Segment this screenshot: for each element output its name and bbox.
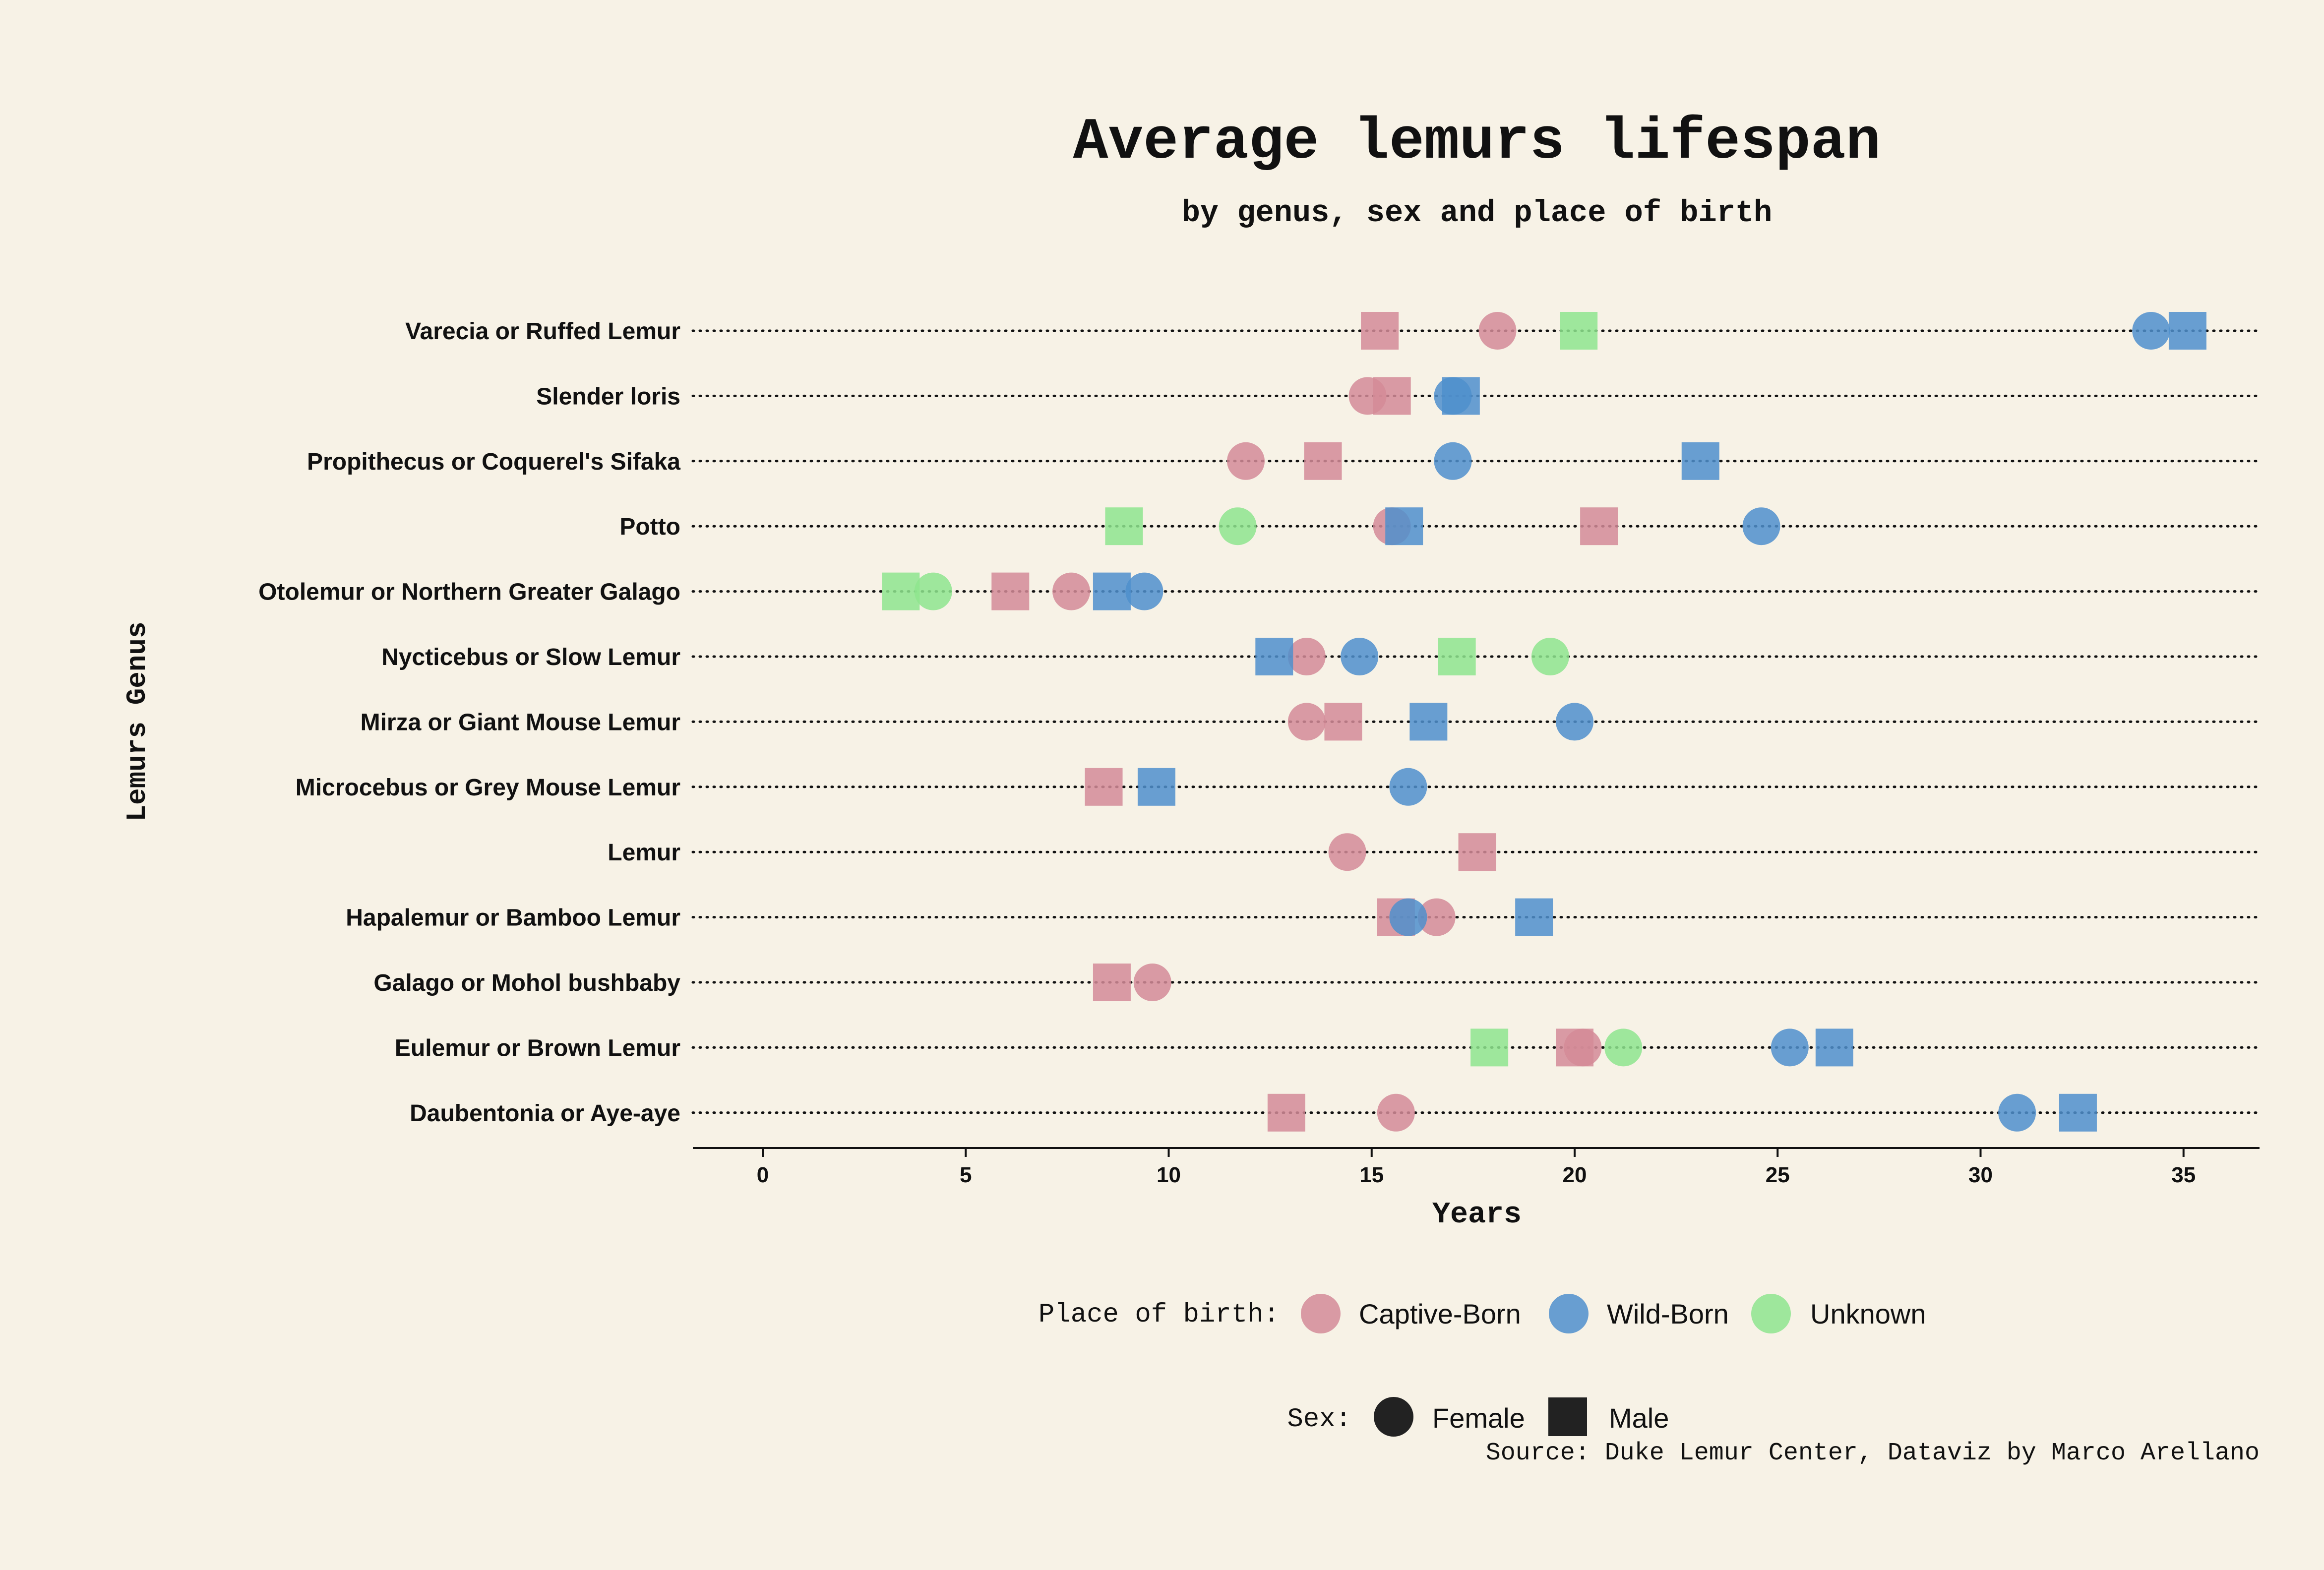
x-tick-label: 30 bbox=[1968, 1163, 1993, 1187]
point-female-unknown bbox=[914, 572, 952, 610]
point-male-wild bbox=[1815, 1028, 1853, 1067]
point-female-captive bbox=[1377, 1093, 1415, 1132]
point-female-wild bbox=[1556, 703, 1593, 741]
x-tick-label: 10 bbox=[1157, 1163, 1181, 1187]
point-male-captive bbox=[1361, 312, 1399, 350]
legend-sex-title: Sex: bbox=[1287, 1404, 1351, 1435]
y-axis-labels: Varecia or Ruffed Lemur Slender loris Prop… bbox=[258, 318, 680, 1127]
x-tick-label: 5 bbox=[960, 1163, 972, 1187]
x-tick-label: 0 bbox=[757, 1163, 769, 1187]
y-tick-label: Propithecus or Coquerel's Sifaka bbox=[307, 449, 680, 475]
point-female-wild bbox=[1434, 377, 1472, 415]
point-female-captive bbox=[1564, 1028, 1602, 1067]
point-male-unknown bbox=[1560, 312, 1598, 350]
point-female-wild bbox=[1389, 768, 1427, 806]
y-tick-label: Lemur bbox=[608, 840, 680, 866]
legend-place-title: Place of birth: bbox=[1039, 1300, 1280, 1330]
x-tick-label: 25 bbox=[1766, 1163, 1790, 1187]
y-tick-label: Daubentonia or Aye-aye bbox=[410, 1100, 680, 1127]
legend-captive-label: Captive-Born bbox=[1359, 1298, 1521, 1329]
point-male-captive bbox=[1085, 768, 1123, 806]
y-tick-label: Eulemur or Brown Lemur bbox=[395, 1035, 680, 1061]
point-female-wild bbox=[1998, 1093, 2036, 1132]
data-points bbox=[882, 312, 2206, 1132]
y-tick-label: Hapalemur or Bamboo Lemur bbox=[346, 905, 680, 931]
point-female-wild bbox=[1771, 1028, 1809, 1067]
legend-wild-label: Wild-Born bbox=[1607, 1298, 1729, 1329]
point-male-captive bbox=[1267, 1093, 1305, 1132]
x-axis-ticks: 0 5 10 15 20 25 30 35 bbox=[757, 1148, 2196, 1187]
point-male-wild bbox=[2059, 1093, 2097, 1132]
y-axis-label: Lemurs Genus bbox=[122, 621, 153, 821]
point-male-wild bbox=[1255, 638, 1293, 675]
point-male-captive bbox=[1324, 703, 1362, 741]
point-female-unknown bbox=[1219, 507, 1257, 545]
point-male-wild bbox=[1093, 572, 1131, 610]
point-female-captive bbox=[1287, 703, 1326, 741]
legend-male-marker bbox=[1548, 1397, 1587, 1436]
chart-title: Average lemurs lifespan bbox=[1073, 110, 1881, 176]
point-female-captive bbox=[1328, 833, 1366, 871]
y-tick-label: Galago or Mohol bushbaby bbox=[373, 970, 680, 996]
point-female-wild bbox=[1125, 572, 1163, 610]
legend-female-marker bbox=[1374, 1397, 1413, 1437]
point-female-captive bbox=[1478, 312, 1517, 350]
point-male-unknown bbox=[1470, 1028, 1509, 1067]
point-male-wild bbox=[1515, 898, 1553, 936]
point-female-unknown bbox=[1531, 638, 1569, 675]
legend-place-of-birth: Place of birth: Captive-Born Wild-Born U… bbox=[1039, 1294, 1926, 1333]
legend-sex: Sex: Female Male bbox=[1287, 1397, 1669, 1437]
point-male-captive bbox=[991, 572, 1030, 610]
point-male-unknown bbox=[1105, 507, 1143, 545]
y-tick-label: Varecia or Ruffed Lemur bbox=[405, 318, 680, 345]
point-female-wild bbox=[1389, 898, 1427, 936]
point-female-captive bbox=[1417, 898, 1456, 936]
legend-unknown-marker bbox=[1751, 1294, 1791, 1333]
point-female-unknown bbox=[1604, 1028, 1643, 1067]
y-tick-label: Microcebus or Grey Mouse Lemur bbox=[296, 775, 680, 801]
point-male-captive bbox=[1373, 377, 1411, 415]
point-female-wild bbox=[1742, 507, 1780, 545]
point-female-captive bbox=[1133, 964, 1171, 1001]
x-axis-label: Years bbox=[1432, 1198, 1522, 1232]
point-male-captive bbox=[1304, 442, 1342, 480]
point-male-wild bbox=[1409, 703, 1448, 741]
legend-wild-marker bbox=[1549, 1294, 1589, 1333]
y-tick-label: Potto bbox=[619, 514, 680, 540]
point-female-captive bbox=[1052, 572, 1091, 610]
y-tick-label: Mirza or Giant Mouse Lemur bbox=[361, 709, 680, 735]
legend-captive-marker bbox=[1301, 1294, 1341, 1333]
x-tick-label: 15 bbox=[1359, 1163, 1384, 1187]
chart-subtitle: by genus, sex and place of birth bbox=[1182, 195, 1773, 231]
point-female-wild bbox=[2132, 312, 2170, 350]
y-tick-label: Slender loris bbox=[536, 383, 680, 410]
y-tick-label: Otolemur or Northern Greater Galago bbox=[258, 579, 680, 605]
point-male-wild bbox=[1681, 442, 1719, 480]
point-male-captive bbox=[1580, 507, 1618, 545]
point-male-captive bbox=[1458, 833, 1496, 871]
x-tick-label: 35 bbox=[2171, 1163, 2196, 1187]
point-male-captive bbox=[1093, 964, 1131, 1001]
point-female-captive bbox=[1287, 638, 1326, 675]
y-tick-label: Nycticebus or Slow Lemur bbox=[381, 644, 680, 670]
legend-female-label: Female bbox=[1432, 1402, 1525, 1434]
point-male-wild bbox=[1385, 507, 1423, 545]
source-caption: Source: Duke Lemur Center, Dataviz by Ma… bbox=[1486, 1439, 2260, 1467]
point-female-captive bbox=[1227, 442, 1265, 480]
x-tick-label: 20 bbox=[1563, 1163, 1587, 1187]
point-male-unknown bbox=[882, 572, 920, 610]
point-male-wild bbox=[2168, 312, 2206, 350]
point-male-wild bbox=[1137, 768, 1175, 806]
legend-unknown-label: Unknown bbox=[1810, 1298, 1926, 1329]
point-female-wild bbox=[1341, 638, 1379, 675]
point-female-wild bbox=[1434, 442, 1472, 480]
legend-male-label: Male bbox=[1609, 1402, 1669, 1434]
point-male-unknown bbox=[1438, 638, 1476, 675]
